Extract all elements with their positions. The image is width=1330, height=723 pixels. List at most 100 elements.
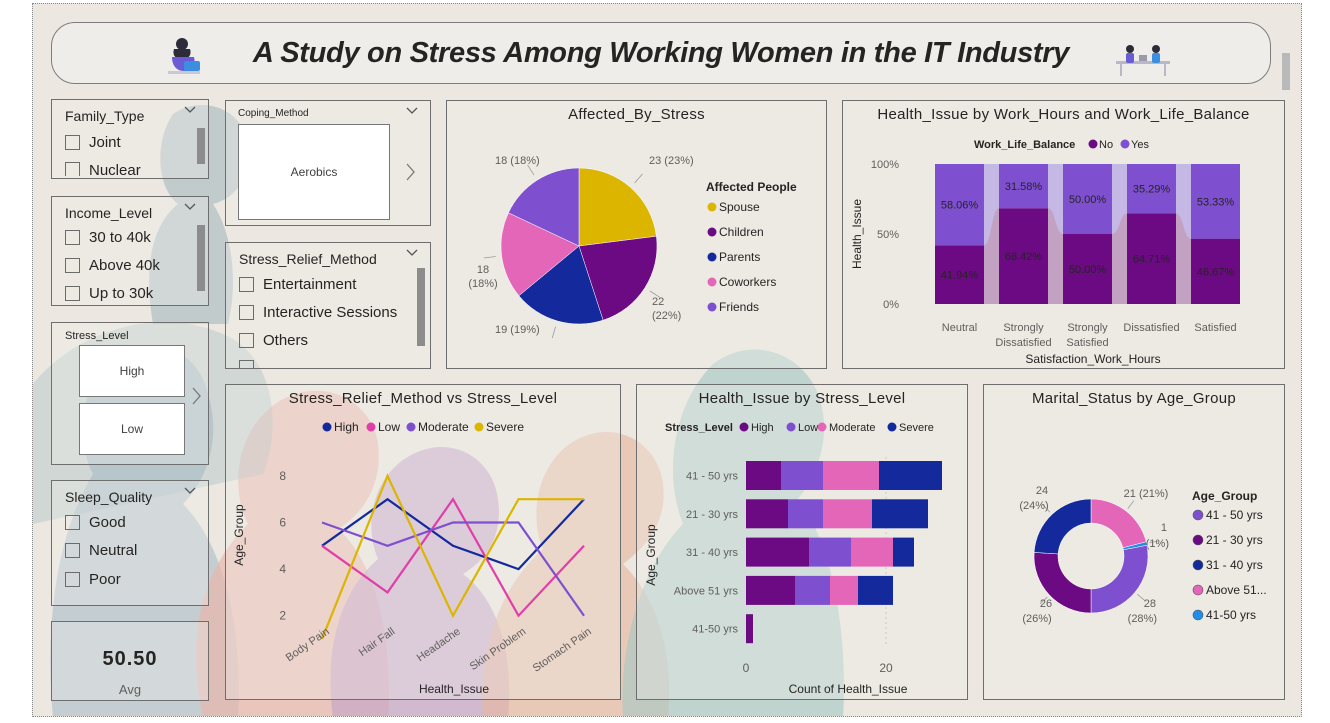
legend-item-low: Low <box>378 420 400 434</box>
checkbox[interactable] <box>239 360 254 368</box>
pie-slice-parents <box>518 245 604 325</box>
bar-segment-severe <box>893 537 914 567</box>
tile-low[interactable]: Low <box>79 403 185 455</box>
checkbox[interactable] <box>239 277 254 292</box>
data-label: 68.42% <box>1005 251 1043 263</box>
bar-segment-high <box>746 537 809 567</box>
line-chart-svg: High Low Moderate Severe 2 4 6 8 Age_Group Body P… <box>232 420 594 696</box>
chart-title: Affected_By_Stress <box>568 106 705 123</box>
donut-leader-line <box>1042 504 1051 513</box>
slicer-item-up-to-30k[interactable]: Up to 30k <box>65 285 153 302</box>
slicer-item-label: Others <box>263 332 309 349</box>
legend-marker <box>1120 139 1130 149</box>
legend-marker <box>739 422 749 432</box>
ribbon-no <box>1176 213 1191 304</box>
bar-segment-severe <box>872 499 928 529</box>
chevron-right-icon[interactable] <box>406 163 416 186</box>
chevron-down-icon[interactable] <box>184 203 196 211</box>
bar-segment-no <box>1063 234 1112 304</box>
checkbox[interactable] <box>65 230 80 245</box>
chevron-down-icon[interactable] <box>184 106 196 114</box>
chevron-down-icon[interactable] <box>406 249 418 257</box>
tile-high[interactable]: High <box>79 345 185 397</box>
dashboard-canvas: A Study on Stress Among Working Women in… <box>32 3 1302 717</box>
checkbox[interactable] <box>65 572 80 587</box>
donut-data-label: (24%) <box>1019 500 1048 512</box>
slicer-item-entertainment[interactable]: Entertainment <box>239 276 356 293</box>
legend-marker <box>406 422 416 432</box>
slicer-sleep-quality-title: Sleep_Quality <box>65 489 153 505</box>
x-tick-label: Dissatisfied <box>995 337 1051 349</box>
chevron-down-icon[interactable] <box>406 107 418 115</box>
slicer-item-30-to-40k[interactable]: 30 to 40k <box>65 229 151 246</box>
chart-health-issue-by-work-hours: Health_Issue by Work_Hours and Work_Life… <box>842 100 1285 369</box>
slicer-item-neutral[interactable]: Neutral <box>65 542 137 559</box>
header-scrollbar[interactable] <box>1282 53 1290 90</box>
chart-health-issue-by-stress-level: Health_Issue by Stress_Level Stress_Leve… <box>636 384 968 700</box>
checkbox[interactable] <box>239 333 254 348</box>
pie-slice-friends <box>508 167 580 247</box>
legend-item-moderate: Moderate <box>829 422 875 434</box>
x-tick-label: Dissatisfied <box>1123 322 1179 334</box>
ribbon-yes <box>1112 164 1127 234</box>
checkbox[interactable] <box>65 286 80 301</box>
slicer-item-joint[interactable]: Joint <box>65 134 121 151</box>
donut-slice <box>1033 498 1092 555</box>
x-tick-label: 0 <box>743 661 750 675</box>
chart-title: Health_Issue by Work_Hours and Work_Life… <box>877 106 1250 123</box>
bar-segment-high <box>746 614 753 644</box>
slicer-stress-relief-method: Stress_Relief_Method Entertainment Inter… <box>225 242 431 369</box>
pie-leader-line <box>649 290 661 298</box>
y-tick-label: 50% <box>877 229 899 241</box>
bar-segment-no <box>999 208 1048 304</box>
bar-segment-yes <box>1127 164 1176 214</box>
legend-item-parents: Parents <box>719 250 760 264</box>
checkbox[interactable] <box>65 135 80 150</box>
slicer-item-poor[interactable]: Poor <box>65 571 121 588</box>
checkbox[interactable] <box>65 515 80 530</box>
bar-segment-high <box>746 499 788 529</box>
bar-segment-yes <box>999 164 1048 209</box>
slicer-item-interactive-sessions[interactable]: Interactive Sessions <box>239 304 397 321</box>
legend-marker <box>1192 609 1204 621</box>
y-tick-label: 4 <box>279 562 286 576</box>
slicer-item-nuclear[interactable]: Nuclear <box>65 162 141 176</box>
slicer-scrollbar[interactable] <box>197 128 205 164</box>
ribbon-no <box>984 208 999 304</box>
chevron-down-icon[interactable] <box>184 487 196 495</box>
legend-marker <box>707 202 717 212</box>
ribbon-no <box>1048 208 1063 304</box>
y-tick-label: 21 - 30 yrs <box>686 509 738 521</box>
chevron-right-icon[interactable] <box>192 387 202 410</box>
slicer-item-partial[interactable] <box>239 360 263 368</box>
legend-item-coworkers: Coworkers <box>719 275 776 289</box>
pie-chart-svg: 23 (23%) 22 (22%) 19 (19%) 18 (18%) 18 (18%) Af… <box>468 155 797 339</box>
checkbox[interactable] <box>65 162 80 176</box>
legend-item-moderate: Moderate <box>418 420 469 434</box>
legend-marker <box>817 422 827 432</box>
x-axis-label: Count of Health_Issue <box>789 682 908 696</box>
line-series-moderate <box>321 521 585 617</box>
checkbox[interactable] <box>65 258 80 273</box>
slicer-scrollbar[interactable] <box>417 268 425 346</box>
tile-aerobics[interactable]: Aerobics <box>238 124 390 220</box>
x-tick-label: Body Pain <box>284 626 332 665</box>
legend-title: Age_Group <box>1192 489 1257 503</box>
slicer-item-above-40k[interactable]: Above 40k <box>65 257 160 274</box>
legend-marker <box>707 277 717 287</box>
pie-data-label: (22%) <box>652 310 681 322</box>
slicer-item-label: Interactive Sessions <box>263 304 398 321</box>
checkbox[interactable] <box>65 543 80 558</box>
line-series-severe <box>320 473 584 640</box>
legend-item-low: Low <box>798 422 818 434</box>
data-label: 50.00% <box>1069 264 1107 276</box>
donut-data-label: (1%) <box>1146 538 1169 550</box>
checkbox[interactable] <box>239 305 254 320</box>
slicer-item-good[interactable]: Good <box>65 514 126 531</box>
legend-marker <box>707 227 717 237</box>
y-tick-label: 31 - 40 yrs <box>686 547 738 559</box>
slicer-scrollbar[interactable] <box>197 225 205 291</box>
slicer-item-others[interactable]: Others <box>239 332 308 349</box>
slicer-item-label: Entertainment <box>263 276 357 293</box>
slicer-family-type: Family_Type Joint Nuclear <box>51 99 209 179</box>
